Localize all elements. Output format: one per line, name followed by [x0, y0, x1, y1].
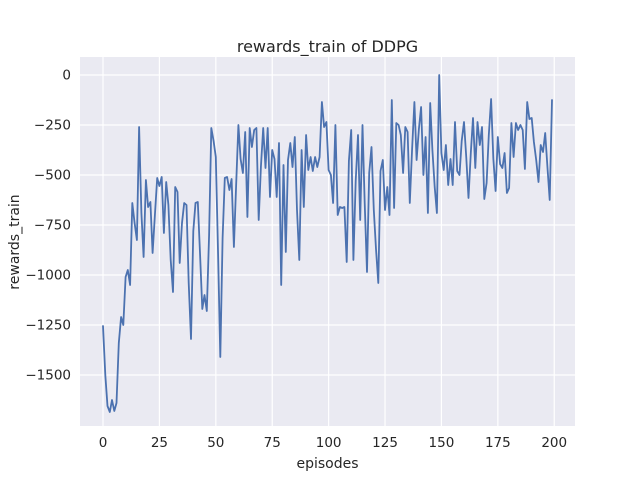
y-tick-label: −1250: [25, 318, 71, 334]
y-tick-label: 0: [62, 68, 71, 84]
y-tick-label: −500: [34, 168, 71, 184]
y-axis-label-text: rewards_train: [7, 194, 23, 290]
y-tick-label: −250: [34, 118, 71, 134]
x-tick-label: 200: [541, 435, 567, 451]
x-tick-label: 125: [372, 435, 398, 451]
x-tick-label: 175: [485, 435, 511, 451]
y-tick-label: −1000: [25, 268, 71, 284]
x-tick-label: 50: [207, 435, 224, 451]
x-tick-label: 25: [151, 435, 168, 451]
x-tick-label: 75: [264, 435, 281, 451]
chart-title: rewards_train of DDPG: [236, 37, 419, 56]
plot-background: [80, 57, 575, 426]
x-axis-label: episodes: [296, 456, 359, 472]
reward-line: [102, 74, 553, 413]
x-tick-label: 100: [316, 435, 342, 451]
y-tick-label: −1500: [25, 368, 71, 384]
x-tick-label: 0: [99, 435, 108, 451]
y-tick-label: −750: [34, 218, 71, 234]
x-tick-label: 150: [429, 435, 455, 451]
